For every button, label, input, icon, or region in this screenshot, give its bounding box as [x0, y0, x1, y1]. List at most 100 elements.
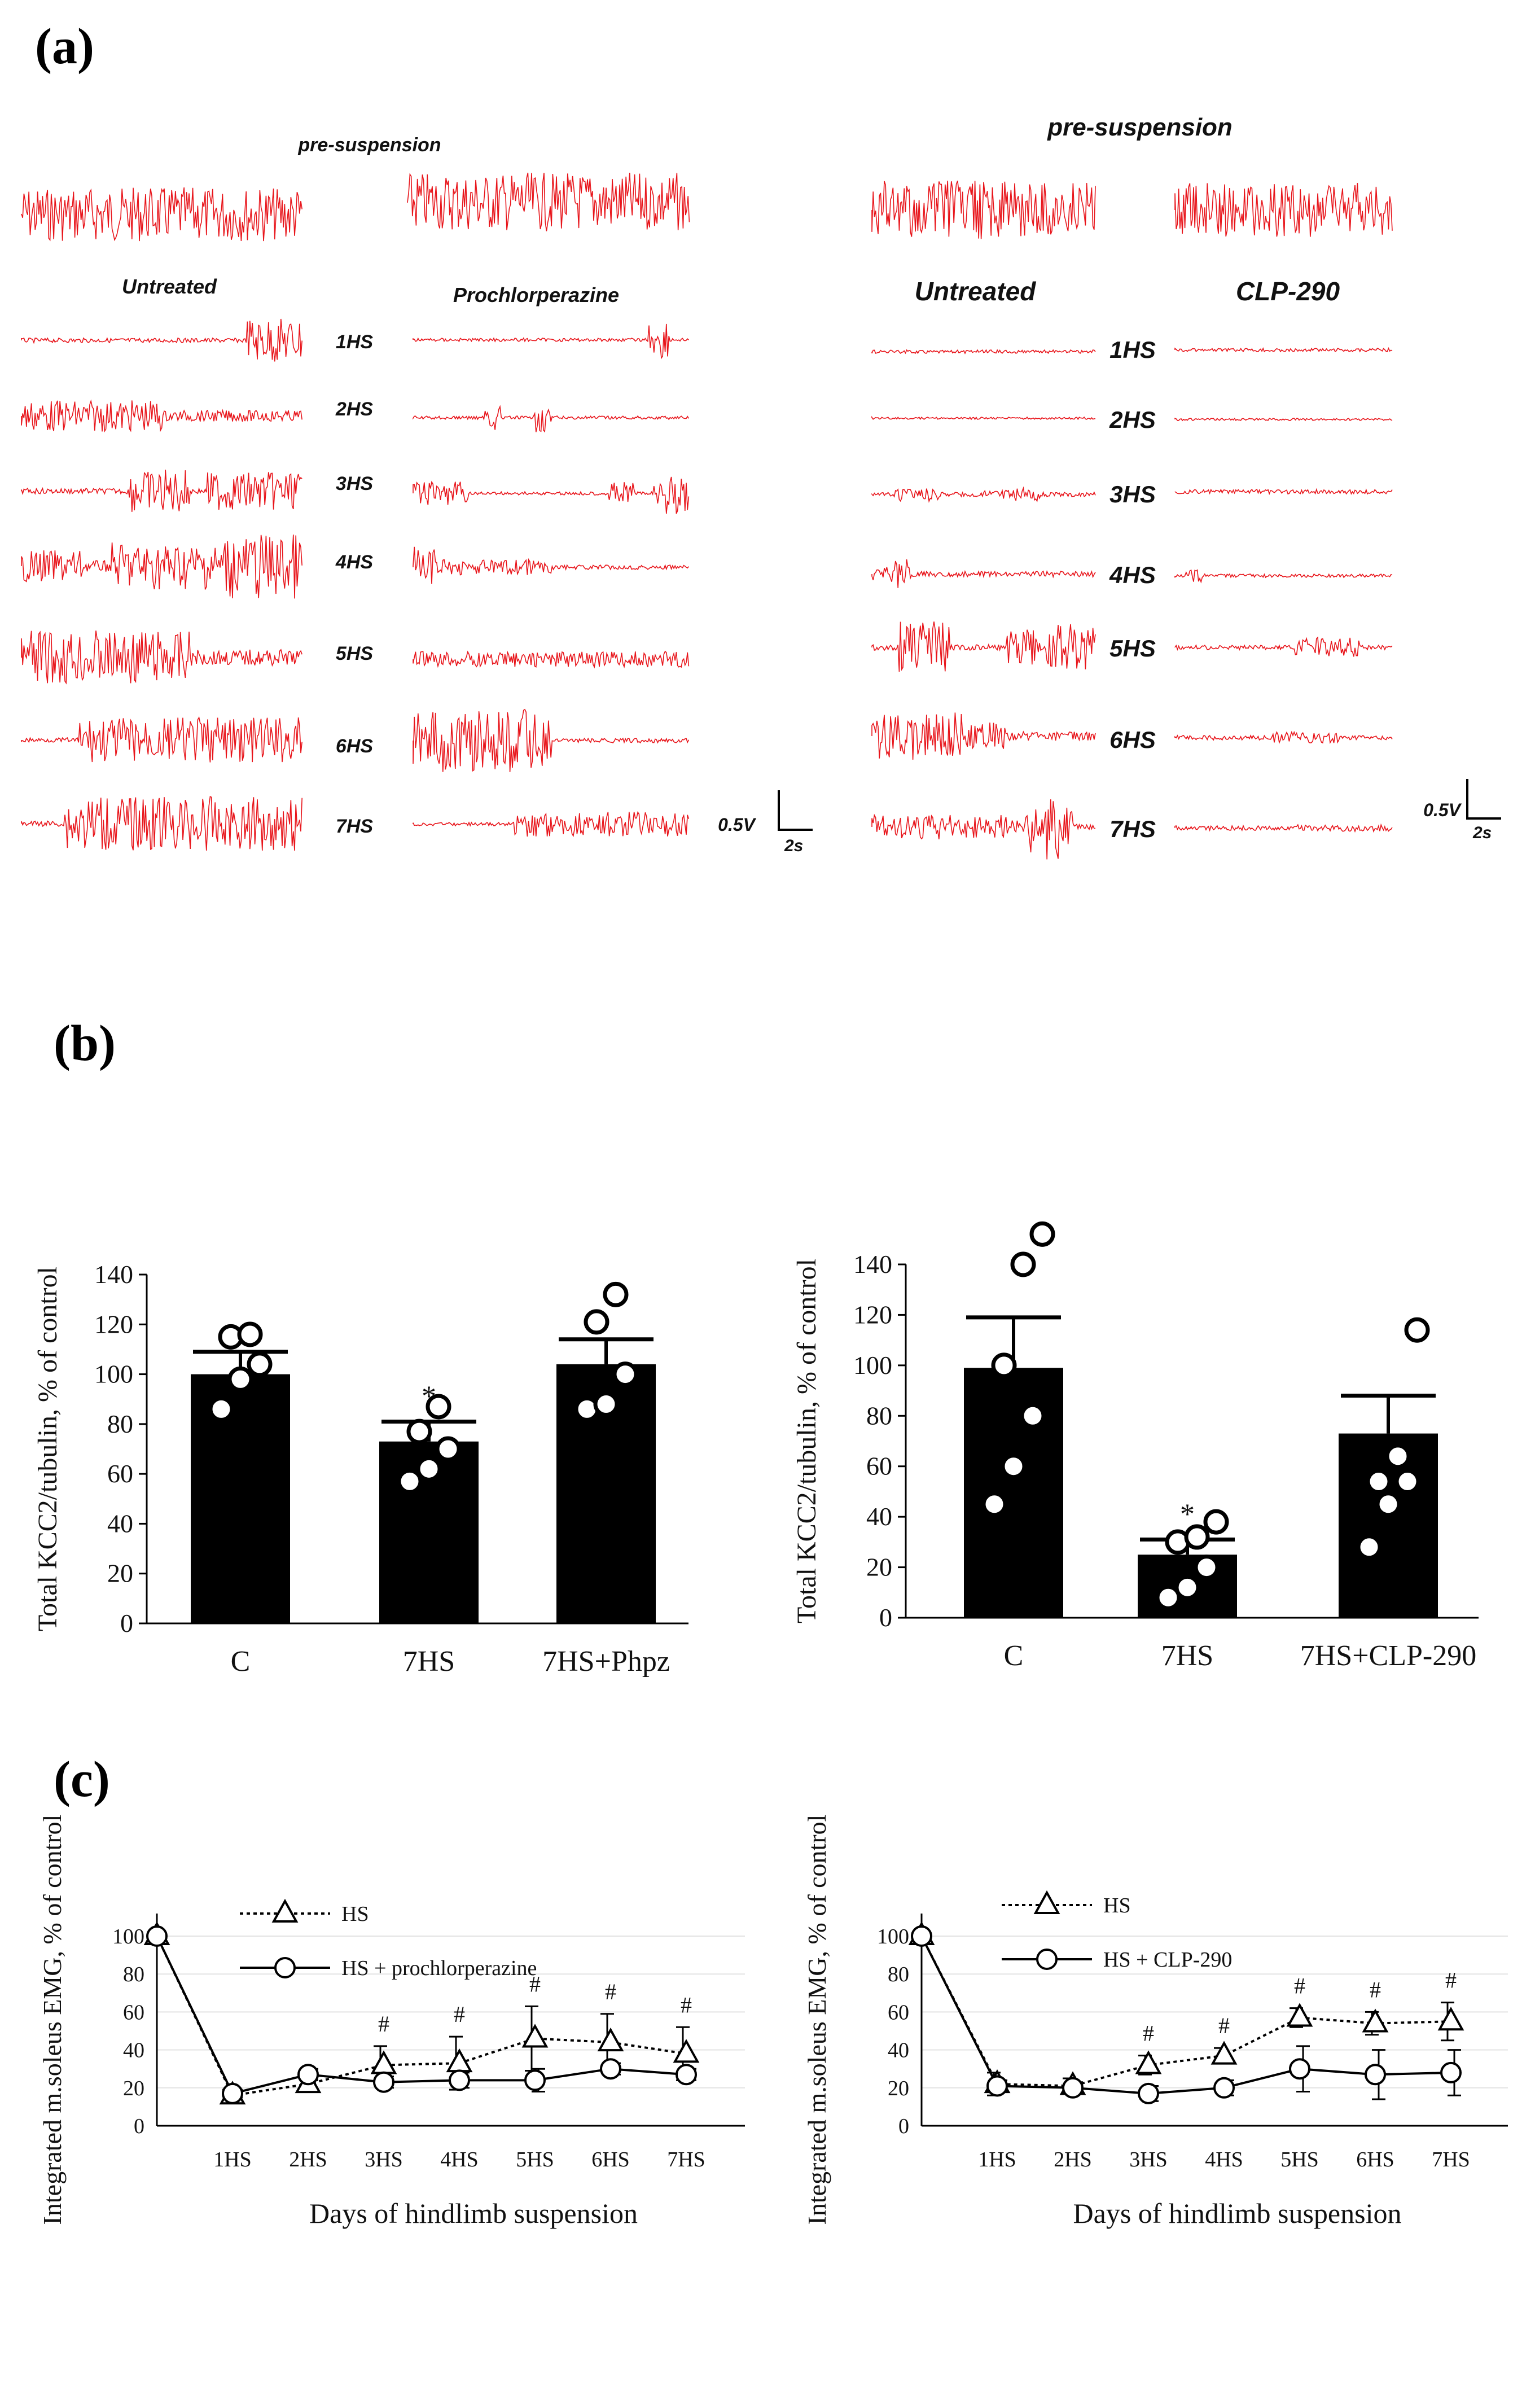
- emg-left-scale-bar: [778, 790, 813, 831]
- emg-left-scale-v: 0.5V: [718, 815, 756, 835]
- bar-b-left-ytick-label: 60: [107, 1459, 133, 1488]
- line-c-right-annotation: #: [1218, 2013, 1230, 2038]
- bar-b-left-point: [208, 1396, 234, 1422]
- line-c-left-point-triangle: [597, 2028, 624, 2052]
- bar-b-left-ytick-label: 80: [107, 1409, 133, 1438]
- bar-b-right-ytick-label: 0: [879, 1603, 892, 1632]
- line-c-right-ylabel: Integrated m.soleus EMG, % of control: [802, 1815, 831, 2225]
- line-c-left-ylabel: Integrated m.soleus EMG, % of control: [38, 1815, 67, 2225]
- bar-b-left-category-label-2: 7HS: [403, 1645, 455, 1678]
- bar-b-left-point: [612, 1361, 638, 1387]
- bar-b-right-point: [1385, 1443, 1411, 1469]
- line-c-left-point-circle: [146, 1925, 168, 1947]
- bar-b-right-point: [1404, 1317, 1430, 1343]
- line-c-left-ytick-label: 40: [123, 2039, 144, 2063]
- line-c-left-ytick-label: 100: [112, 1925, 144, 1949]
- emg-left-group1: Untreated: [122, 275, 217, 298]
- bar-b-right-ytick-label: 120: [853, 1300, 892, 1329]
- bar-b-left-point: [397, 1468, 423, 1494]
- emg-left-phpz-day-3: [413, 476, 690, 514]
- bar-b-left-point: [435, 1436, 461, 1462]
- bar-b-right-point: [1020, 1403, 1046, 1429]
- emg-right-clp-day-2: [1174, 418, 1393, 422]
- line-c-right-series-line-2: [920, 1936, 1451, 2095]
- line-c-right-point-triangle: [1362, 2008, 1389, 2033]
- line-chart-c-left: 0 20 40 60 80 100 1HS 2HS 3HS 4HS 5HS 6HS 7HS Integra…: [38, 1815, 745, 2229]
- line-c-right-xtick-label: 1HS: [978, 2148, 1016, 2171]
- line-c-right-annotation: #: [1143, 2021, 1154, 2046]
- bar-b-left-ytick-label: 100: [94, 1360, 133, 1389]
- line-c-right-point-circle: [911, 1925, 932, 1947]
- bar-b-left-point: [584, 1309, 609, 1335]
- emg-right-day-7: 7HS: [1109, 816, 1156, 842]
- line-c-right-annotation: #: [1294, 1973, 1305, 1999]
- emg-right-clp-day-3: [1174, 488, 1393, 496]
- emg-right-pre-title: pre-suspension: [1047, 113, 1233, 141]
- emg-right-clp-day-6: [1174, 730, 1393, 745]
- emg-left-phpz-day-2: [413, 405, 690, 433]
- emg-right-clp-day-1: [1174, 347, 1393, 353]
- line-c-left-point-circle: [676, 2064, 697, 2086]
- line-c-left-point-circle: [373, 2071, 394, 2093]
- emg-right-clp-day-7: [1174, 823, 1393, 833]
- line-c-right-xtick-label: 2HS: [1054, 2148, 1092, 2171]
- emg-left-day-1: 1HS: [336, 331, 373, 353]
- line-c-right-xtick-label: 5HS: [1280, 2148, 1319, 2171]
- emg-left-day-6: 6HS: [336, 735, 373, 757]
- bar-chart-b-right: 0 20 40 60 80 100 120 140 Total KCC2/tubulin, % …: [792, 1221, 1479, 1672]
- bar-b-right-category-label-1: C: [1004, 1640, 1024, 1672]
- line-c-left-series-line-1: [156, 1936, 687, 2097]
- line-c-right-xtick-label: 7HS: [1432, 2148, 1470, 2171]
- emg-left-phpz-day-1: [413, 323, 689, 360]
- emg-right-day-4: 4HS: [1109, 562, 1156, 588]
- panel-label-b: (b): [54, 1015, 116, 1071]
- line-c-left-point-circle: [600, 2058, 621, 2080]
- line-c-left-point-circle: [524, 2069, 546, 2091]
- line-c-left-xtick-label: 7HS: [667, 2148, 705, 2171]
- bar-b-right-point: [1203, 1509, 1229, 1535]
- line-c-right-ytick-label: 0: [898, 2114, 909, 2138]
- bar-b-left-ytick-label: 120: [94, 1310, 133, 1338]
- emg-right-labels: pre-suspension Untreated CLP-290 1HS 2HS…: [915, 113, 1501, 842]
- line-c-right-point-circle: [1365, 2064, 1386, 2086]
- emg-right-pre-clp: [1174, 183, 1393, 237]
- line-chart-c-right: 0 20 40 60 80 100 1HS 2HS 3HS 4HS 5HS 6HS 7HS Integra…: [802, 1815, 1508, 2229]
- line-c-right-ytick-label: 20: [888, 2077, 909, 2100]
- line-c-right-ytick-label: 100: [877, 1925, 909, 1949]
- line-c-right-point-circle: [1213, 2077, 1235, 2099]
- line-c-left-point-triangle: [521, 2024, 549, 2048]
- bar-b-right-point: [1155, 1584, 1181, 1610]
- line-c-left-annotation: #: [454, 2002, 465, 2027]
- bar-b-left-category-label-3: 7HS+Phpz: [542, 1645, 670, 1678]
- line-c-left-xtick-label: 1HS: [213, 2148, 252, 2171]
- bar-b-left-point: [416, 1456, 442, 1482]
- bar-b-right-ytick-label: 140: [853, 1250, 892, 1279]
- emg-right-pre-untreated: [871, 181, 1096, 239]
- line-c-right-legend-label-2: HS + CLP-290: [1103, 1948, 1232, 1972]
- line-c-left-legend-marker-2: [274, 1957, 296, 1978]
- emg-right-scale-v: 0.5V: [1423, 800, 1462, 820]
- line-c-left-point-circle: [297, 2064, 319, 2086]
- emg-left-pre-title: pre-suspension: [297, 134, 441, 156]
- bar-b-left-ytick-label: 0: [120, 1609, 133, 1638]
- line-c-right-legend-label-1: HS: [1103, 1894, 1131, 1917]
- line-c-right-point-triangle: [1286, 2003, 1313, 2027]
- bar-b-left-ytick-label: 40: [107, 1509, 133, 1538]
- panel-label-c: (c): [54, 1752, 110, 1807]
- bar-b-right-ytick-label: 60: [866, 1452, 892, 1481]
- bar-b-left-ylabel: Total KCC2/tubulin, % of control: [33, 1267, 63, 1631]
- line-c-left-legend-label-1: HS: [341, 1902, 369, 1926]
- line-c-right-legend-marker-1: [1033, 1890, 1060, 1914]
- emg-left-day-7: 7HS: [336, 816, 373, 837]
- emg-left-day-2: 2HS: [335, 399, 373, 420]
- bar-b-right-point: [1184, 1524, 1210, 1550]
- emg-left-group2: Prochlorperazine: [453, 283, 619, 307]
- bar-b-left-point: [247, 1351, 273, 1377]
- emg-left-phpz-day-6: [413, 708, 690, 772]
- line-c-left-annotation: #: [681, 1992, 692, 2017]
- emg-right-clp-day-5: [1174, 636, 1393, 657]
- bar-b-right-point: [1366, 1469, 1392, 1495]
- line-c-right-point-circle: [1062, 2077, 1084, 2099]
- emg-right-day-1: 1HS: [1109, 336, 1156, 363]
- emg-left-day-4: 4HS: [335, 551, 373, 573]
